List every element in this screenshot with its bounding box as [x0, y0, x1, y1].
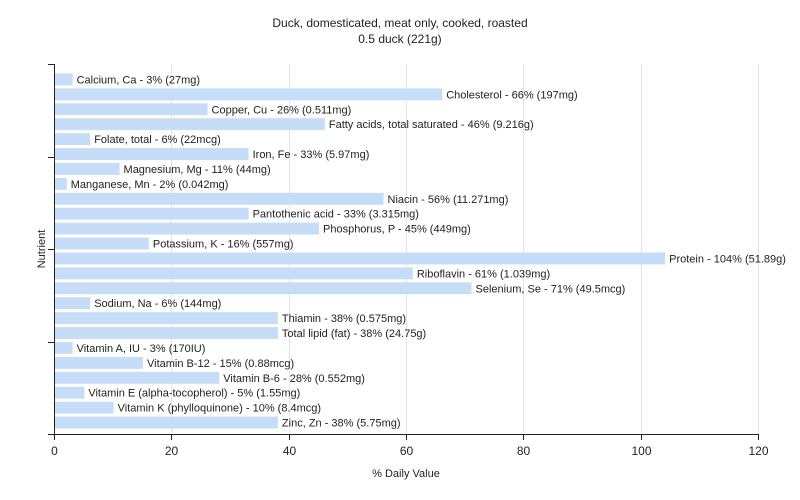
bar: [55, 356, 143, 369]
bar: [55, 237, 149, 250]
bar-label: Vitamin E (alpha-tocopherol) - 5% (1.55m…: [88, 388, 300, 400]
bar-label: Total lipid (fat) - 38% (24.75g): [282, 328, 426, 340]
bar-label: Iron, Fe - 33% (5.97mg): [253, 149, 370, 161]
bar-label: Zinc, Zn - 38% (5.75mg): [282, 418, 401, 430]
bar-label: Selenium, Se - 71% (49.5mcg): [476, 283, 626, 295]
bar-label: Phosphorus, P - 45% (449mg): [323, 224, 471, 236]
bar: [55, 342, 73, 354]
bar: [55, 282, 472, 295]
bar: [55, 386, 85, 399]
bar-label: Potassium, K - 16% (557mg): [153, 239, 294, 251]
bar-label: Pantothenic acid - 33% (3.315mg): [253, 209, 419, 221]
bar-label: Cholesterol - 66% (197mg): [446, 89, 577, 101]
bar-label: Copper, Cu - 26% (0.511mg): [212, 104, 352, 116]
bar: [55, 222, 319, 235]
chart-subtitle: 0.5 duck (221g): [358, 32, 442, 46]
bar: [55, 416, 278, 429]
x-tick-label: 20: [165, 444, 179, 458]
bar: [55, 103, 208, 116]
bar: [55, 73, 73, 86]
chart-title-line: Duck, domesticated, meat only, cooked, r…: [272, 16, 528, 30]
bar: [55, 252, 666, 265]
bar-label: Niacin - 56% (11.271mg): [388, 194, 509, 206]
bar: [55, 162, 120, 175]
x-tick-label: 40: [283, 444, 297, 458]
bar-label: Thiamin - 38% (0.575mg): [282, 313, 406, 325]
bar: [55, 401, 114, 414]
x-tick-label: 80: [517, 444, 531, 458]
bar-label: Vitamin B-12 - 15% (0.88mcg): [147, 358, 294, 370]
bar: [55, 118, 325, 131]
x-tick-label: 120: [748, 444, 768, 458]
bar-label: Vitamin A, IU - 3% (170IU): [77, 343, 206, 355]
bar-label: Fatty acids, total saturated - 46% (9.21…: [329, 119, 534, 131]
bar: [55, 327, 278, 340]
bar-label: Magnesium, Mg - 11% (44mg): [124, 164, 271, 176]
bar-label: Riboflavin - 61% (1.039mg): [417, 268, 550, 280]
bar: [55, 88, 443, 101]
x-tick-label: 0: [51, 444, 58, 458]
bar-label: Protein - 104% (51.89g): [669, 253, 786, 265]
bar: [55, 133, 91, 146]
bar: [55, 267, 413, 280]
bar: [55, 297, 91, 310]
bar-label: Manganese, Mn - 2% (0.042mg): [71, 179, 229, 191]
bar-label: Vitamin K (phylloquinone) - 10% (8.4mcg): [118, 403, 321, 415]
bar: [55, 192, 384, 205]
bar-label: Folate, total - 6% (22mcg): [94, 134, 221, 146]
bar: [55, 148, 249, 160]
bar: [55, 177, 67, 190]
axes: 0 20 40 60 80 100 120: [48, 64, 769, 458]
x-tick-label: 100: [631, 444, 651, 458]
bar: [55, 371, 220, 384]
x-axis-title: % Daily Value: [372, 468, 440, 480]
bar-label: Calcium, Ca - 3% (27mg): [77, 74, 200, 86]
x-tick-label: 60: [400, 444, 414, 458]
chart-title: Duck, domesticated, meat only, cooked, r…: [0, 15, 800, 47]
y-axis-title: Nutrient: [36, 230, 48, 269]
bar-label: Sodium, Na - 6% (144mg): [94, 298, 221, 310]
bar: [55, 207, 249, 220]
bar-label: Vitamin B-6 - 28% (0.552mg): [223, 373, 365, 385]
bar: [55, 312, 278, 325]
bars: Calcium, Ca - 3% (27mg) Cholesterol - 66%…: [55, 73, 786, 430]
